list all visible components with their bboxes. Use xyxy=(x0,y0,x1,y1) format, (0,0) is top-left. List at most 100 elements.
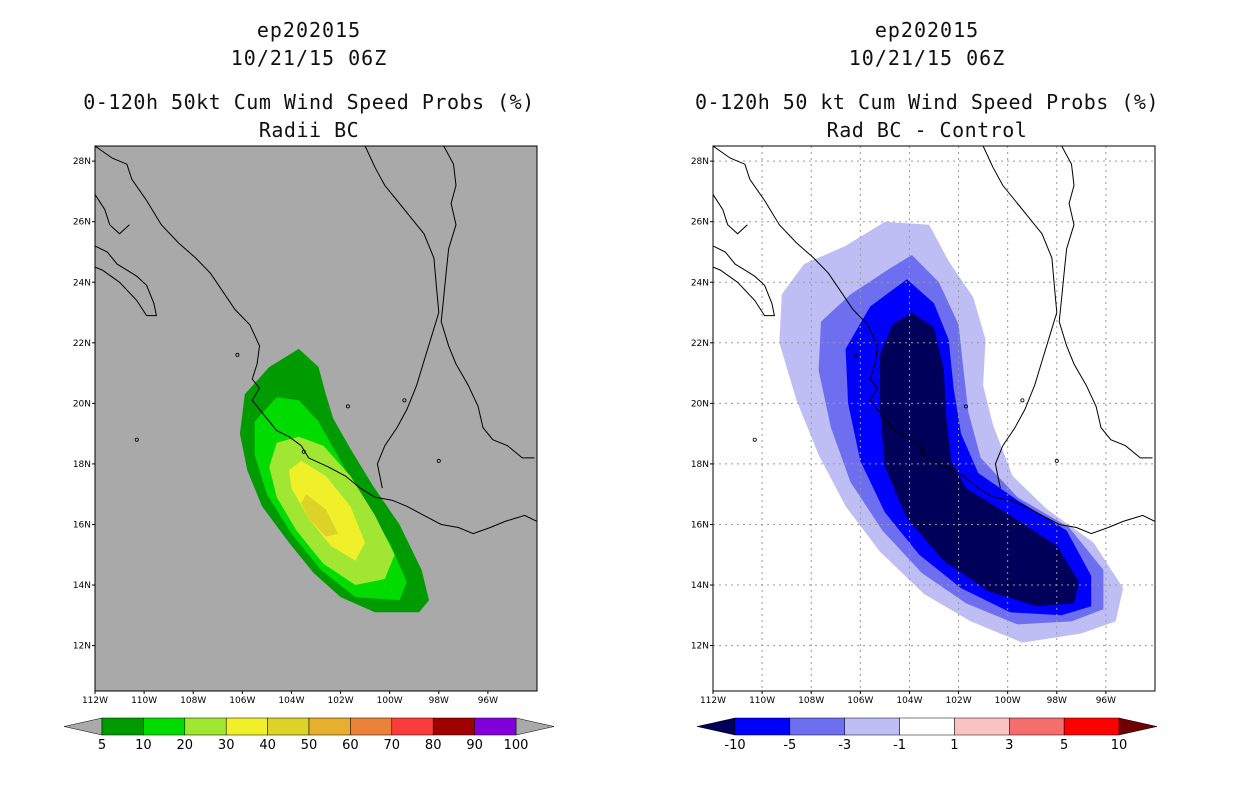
right-map-chart: 112W 110W 108W 106W 104W 102W 100W 98W 96W 12N 14N… xyxy=(691,145,1158,753)
island xyxy=(402,398,407,403)
y-tick-label: 26N xyxy=(73,218,91,228)
colorbar-swatch xyxy=(844,717,900,736)
colorbar-right-arrow xyxy=(1118,717,1158,736)
y-tick-label: 14N xyxy=(691,581,709,591)
x-tick-label: 108W xyxy=(798,696,824,706)
contour-level-neg10 xyxy=(880,312,1079,607)
colorbar-label: 60 xyxy=(342,738,359,753)
island xyxy=(1020,398,1025,403)
colorbar-label: -3 xyxy=(838,738,851,753)
colorbar-label: -5 xyxy=(783,738,796,753)
x-tick-label: 96W xyxy=(478,696,498,706)
coastline xyxy=(95,146,537,535)
colorbar-swatch xyxy=(734,717,791,736)
colorbar-left-arrow xyxy=(696,717,736,736)
contour-level-40 xyxy=(301,494,339,537)
coastline xyxy=(95,245,158,317)
island xyxy=(134,437,139,442)
x-tick-label: 106W xyxy=(847,696,873,706)
map-plot-area xyxy=(713,146,1155,691)
colorbar-swatch xyxy=(267,717,310,736)
x-tick-label: 98W xyxy=(1047,696,1067,706)
colorbar-label: -1 xyxy=(893,738,906,753)
coastline xyxy=(440,146,535,459)
colorbar-right-arrow xyxy=(515,717,555,736)
island xyxy=(235,352,240,357)
x-tick-label: 100W xyxy=(377,696,403,706)
colorbar-swatch xyxy=(143,717,186,736)
left-panel: ep202015 10/21/15 06Z 0-120h 50kt Cum Wi… xyxy=(63,18,555,753)
colorbar-label: 30 xyxy=(218,738,235,753)
colorbar-swatch xyxy=(1009,717,1065,736)
y-tick-label: 28N xyxy=(691,157,709,167)
y-tick-label: 12N xyxy=(691,642,709,652)
coastline xyxy=(982,146,1058,489)
colorbar-label: 100 xyxy=(504,738,529,753)
y-tick-label: 28N xyxy=(73,157,91,167)
island xyxy=(752,437,757,442)
x-tick-label: 102W xyxy=(328,696,354,706)
colorbar-label: 5 xyxy=(1060,738,1068,753)
colorbar-swatch xyxy=(432,717,475,736)
left-map-chart: 112W 110W 108W 106W 104W 102W 100W 98W 96W 12N 14N… xyxy=(63,145,555,753)
right-storm-id: ep202015 xyxy=(874,18,980,42)
colorbar-label: 20 xyxy=(177,738,194,753)
colorbar-label: 10 xyxy=(1111,738,1128,753)
map-frame xyxy=(94,145,538,692)
y-tick-label: 24N xyxy=(73,278,91,288)
colorbar-swatch xyxy=(789,717,845,736)
colorbar-swatch xyxy=(954,717,1010,736)
x-tick-label: 100W xyxy=(995,696,1021,706)
island xyxy=(963,404,968,409)
colorbar-swatch xyxy=(308,717,351,736)
coastline xyxy=(95,194,130,235)
colorbar: -10 -5 -3 -1 1 3 5 10 xyxy=(696,717,1158,753)
colorbar-swatch xyxy=(474,717,517,736)
colorbar-left-arrow xyxy=(63,717,103,736)
colorbar: 5 10 20 30 40 50 60 70 80 90 100 xyxy=(63,717,555,753)
right-chart-subtitle: Rad BC - Control xyxy=(826,118,1028,142)
x-tick-label: 102W xyxy=(946,696,972,706)
y-tick-label: 12N xyxy=(73,642,91,652)
left-storm-id: ep202015 xyxy=(256,18,362,42)
island xyxy=(919,449,924,454)
island xyxy=(853,352,858,357)
colorbar-label: 70 xyxy=(384,738,401,753)
y-tick-label: 18N xyxy=(691,460,709,470)
y-tick-label: 18N xyxy=(73,460,91,470)
x-tick-label: 106W xyxy=(229,696,255,706)
colorbar-label: 3 xyxy=(1005,738,1013,753)
right-chart-title: 0-120h 50 kt Cum Wind Speed Probs (%) xyxy=(694,90,1160,114)
coastline xyxy=(713,194,748,235)
left-chart-title: 0-120h 50kt Cum Wind Speed Probs (%) xyxy=(83,90,535,114)
colorbar-label: 50 xyxy=(301,738,318,753)
x-tick-label: 104W xyxy=(278,696,304,706)
left-chart-subtitle: Radii BC xyxy=(258,118,360,142)
left-datetime: 10/21/15 06Z xyxy=(230,46,388,70)
right-panel: ep202015 10/21/15 06Z 0-120h 50 kt Cum W… xyxy=(618,0,1236,800)
colorbar-swatch xyxy=(899,717,955,736)
colorbar-swatch xyxy=(391,717,434,736)
x-tick-label: 110W xyxy=(131,696,157,706)
x-tick-label: 104W xyxy=(896,696,922,706)
colorbar-label: 40 xyxy=(259,738,276,753)
colorbar-label: -10 xyxy=(724,738,745,753)
x-tick-label: 112W xyxy=(82,696,108,706)
colorbar-label: 5 xyxy=(98,738,106,753)
y-tick-label: 16N xyxy=(73,520,91,530)
island xyxy=(301,449,306,454)
x-tick-label: 110W xyxy=(749,696,775,706)
coastline xyxy=(713,245,776,317)
colorbar-swatch xyxy=(1063,717,1120,736)
y-tick-label: 20N xyxy=(73,399,91,409)
colorbar-swatch xyxy=(225,717,268,736)
y-tick-label: 14N xyxy=(73,581,91,591)
map-frame xyxy=(712,145,1156,692)
y-tick-label: 26N xyxy=(691,218,709,228)
x-tick-label: 96W xyxy=(1096,696,1116,706)
map-plot-area xyxy=(95,146,537,613)
colorbar-swatch xyxy=(350,717,393,736)
colorbar-label: 90 xyxy=(466,738,483,753)
colorbar-label: 10 xyxy=(135,738,152,753)
colorbar-label: 1 xyxy=(950,738,958,753)
